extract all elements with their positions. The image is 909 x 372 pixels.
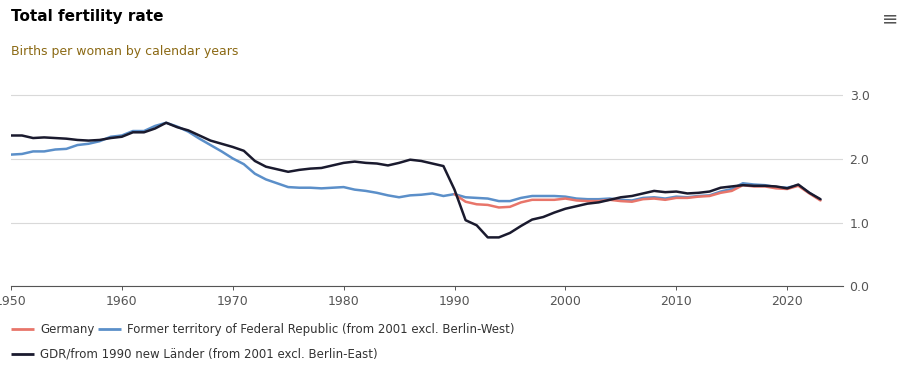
Text: Births per woman by calendar years: Births per woman by calendar years	[11, 45, 238, 58]
Text: Former territory of Federal Republic (from 2001 excl. Berlin-West): Former territory of Federal Republic (fr…	[127, 323, 514, 336]
Text: Total fertility rate: Total fertility rate	[11, 9, 164, 24]
Text: Germany: Germany	[40, 323, 95, 336]
Text: ≡: ≡	[882, 9, 898, 28]
Text: GDR/from 1990 new Länder (from 2001 excl. Berlin-East): GDR/from 1990 new Länder (from 2001 excl…	[40, 348, 377, 360]
